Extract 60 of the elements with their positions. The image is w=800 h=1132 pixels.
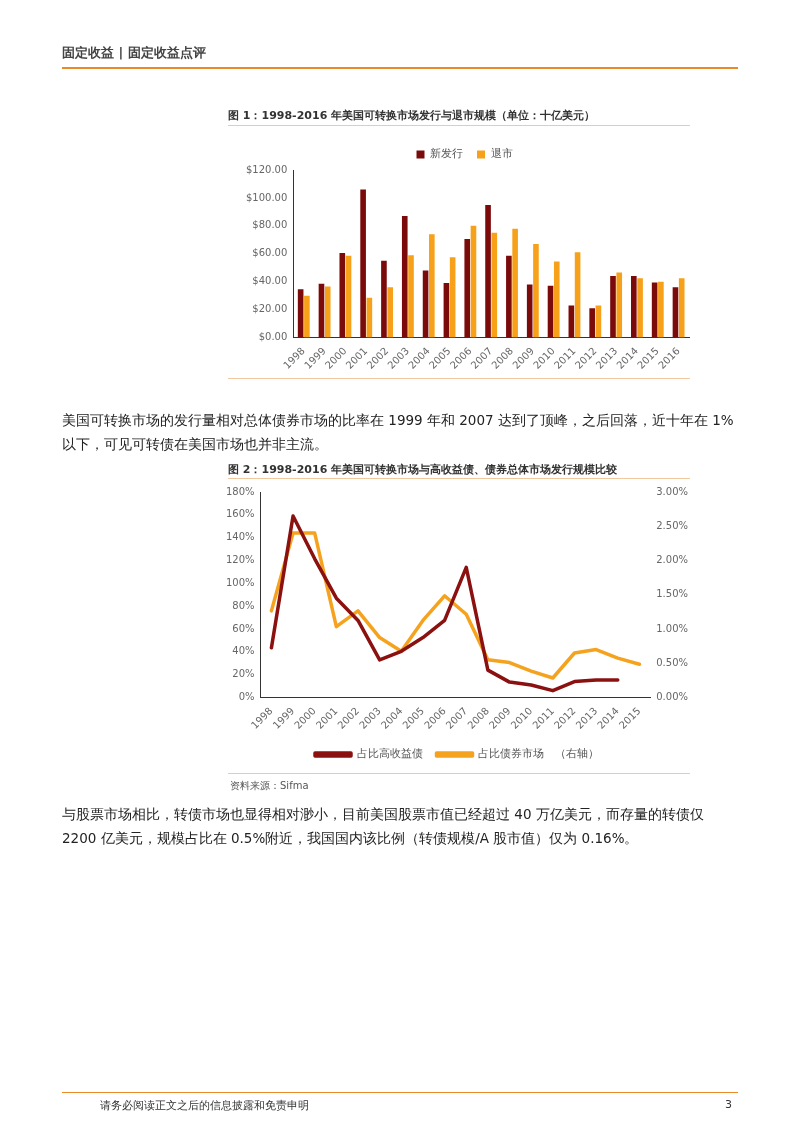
legend-label: 占比债券市场 （右轴） <box>478 747 599 761</box>
bar <box>429 234 435 338</box>
text: 3 <box>725 1098 732 1111</box>
bar <box>678 278 685 338</box>
y-tick-label: 0% <box>238 691 255 703</box>
bar <box>381 260 387 338</box>
y-tick-label: 100% <box>226 576 255 588</box>
legend-label: 新发行 <box>430 147 463 161</box>
bar <box>658 281 664 338</box>
y2-tick-label: 3.00% <box>656 485 689 497</box>
y2-tick-label: 0.50% <box>656 656 689 668</box>
y-tick-label: $80.00 <box>252 219 288 231</box>
legend-label: 退市 <box>490 147 513 161</box>
text: 美国可转换市场的发行量相对总体债券市场的比率在 1999 年和 2007 达到了顶峰，之后回落，近十年在 1%以下，可见可转债在美国市场也并非主流。 <box>62 411 735 454</box>
chart-title: 图 1：1998-2016 年美国可转换市场发行与退市规模（单位：十亿美元） <box>228 108 597 123</box>
chart-title: 图 2：1998-2016 年美国可转换市场与高收益债、债券总体市场发行规模比较 <box>228 462 619 477</box>
y-tick-label: $60.00 <box>252 247 288 259</box>
bar <box>631 276 637 338</box>
y2-tick-label: 1.50% <box>656 588 689 600</box>
y-tick-label: $20.00 <box>252 303 288 315</box>
y-tick-label: 20% <box>232 668 255 680</box>
y-tick-label: 40% <box>232 645 255 657</box>
text: 请务必阅读正文之后的信息披露和免责申明 <box>100 1098 309 1113</box>
bar <box>464 239 471 338</box>
bar <box>610 276 616 338</box>
legend-label: 占比高收益债 <box>356 747 423 761</box>
bar <box>589 308 595 338</box>
y2-tick-label: 2.50% <box>656 519 689 531</box>
bar <box>616 272 623 338</box>
bar <box>491 232 498 338</box>
bar <box>304 295 310 338</box>
bar <box>401 216 408 338</box>
text: 固定收益 | 固定收益点评 <box>62 44 206 62</box>
bar <box>637 278 643 338</box>
bar <box>339 253 346 338</box>
y-tick-label: 60% <box>232 622 255 634</box>
bar <box>512 228 518 338</box>
text: 资料来源：Sifma <box>230 779 309 793</box>
bar <box>408 255 414 338</box>
y2-tick-label: 0.00% <box>656 691 689 703</box>
y-tick-label: 80% <box>232 599 255 611</box>
bar <box>485 204 491 338</box>
y-tick-label: $100.00 <box>245 191 288 203</box>
y-tick-label: 160% <box>226 508 255 520</box>
y2-tick-label: 1.00% <box>656 622 689 634</box>
bar <box>533 243 539 338</box>
y2-tick-label: 2.00% <box>656 554 689 566</box>
y-tick-label: $40.00 <box>252 275 288 287</box>
text: 与股票市场相比，转债市场也显得相对渺小，目前美国股票市值已经超过 40 万亿美元，而存量的转债仅 2200 亿美元，规模占比在 0.5%附近，我国国内该比例（转债规模/A 股市值）仅为 0.16%。 <box>62 805 705 848</box>
bar <box>324 286 331 338</box>
bar <box>506 255 512 338</box>
bar <box>360 189 366 338</box>
y-tick-label: $120.00 <box>245 163 288 175</box>
y-tick-label: 120% <box>226 554 255 566</box>
y-tick-label: 180% <box>226 485 255 497</box>
bar <box>526 284 533 338</box>
y-tick-label: $0.00 <box>258 331 288 343</box>
y-tick-label: 140% <box>226 531 255 543</box>
bar <box>387 287 393 338</box>
bar <box>553 261 560 338</box>
